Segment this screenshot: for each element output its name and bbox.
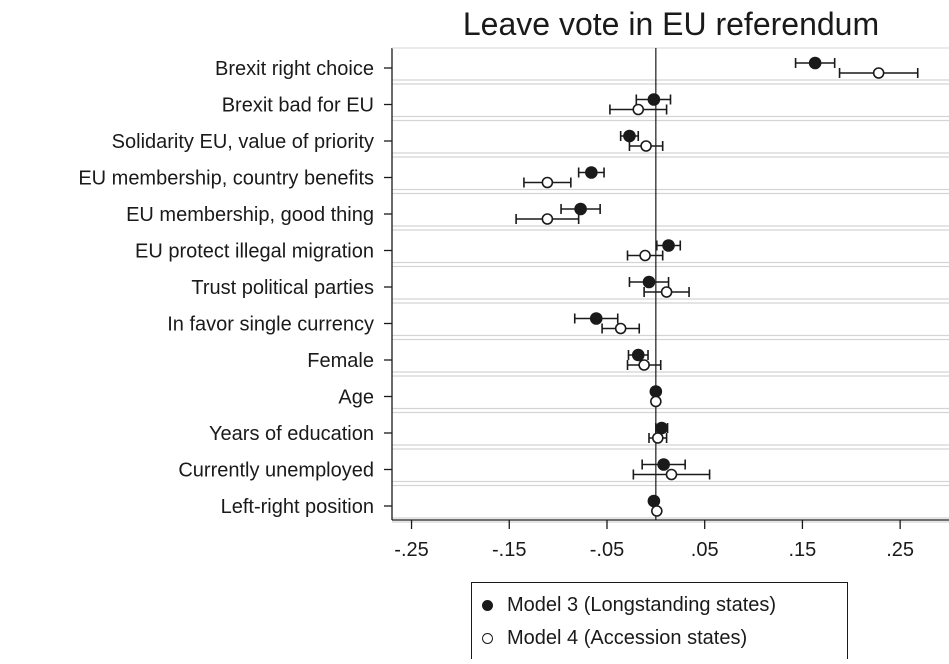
category-label: Left-right position (221, 496, 374, 518)
x-tick-labels: -.25 -.15 -.05 .05 .15 .25 (394, 539, 914, 561)
data-point-model-3 (808, 56, 822, 70)
data-point-model-3 (662, 239, 675, 252)
data-point-model-4 (638, 359, 650, 371)
x-tick-label: -.05 (590, 539, 624, 561)
x-tick-label: -.25 (394, 539, 428, 561)
legend-label-model-3: Model 3 (Longstanding states) (507, 594, 777, 616)
data-point-model-3 (642, 275, 656, 289)
axes-layer (384, 47, 949, 529)
grid-layer (392, 79, 949, 523)
data-point-model-4 (650, 395, 662, 408)
legend-item-model-3: Model 3 (Longstanding states) (482, 594, 776, 617)
data-point-model-4 (665, 468, 678, 481)
data-point-model-3 (655, 421, 669, 435)
category-labels: Brexit right choice Brexit bad for EU Soli… (78, 58, 374, 518)
category-label: Brexit right choice (215, 58, 374, 80)
data-point-model-4 (651, 505, 663, 517)
data-point-model-3 (585, 166, 598, 179)
category-label: Solidarity EU, value of priority (112, 131, 374, 153)
category-label: Trust political parties (191, 277, 374, 299)
category-label: Age (338, 387, 374, 409)
data-point-model-3 (631, 348, 645, 362)
data-point-model-4 (541, 176, 554, 189)
data-point-model-3 (649, 385, 663, 398)
category-label: In favor single currency (167, 314, 374, 336)
data-point-model-3 (647, 93, 661, 106)
data-point-model-3 (623, 129, 636, 143)
legend-item-model-4: Model 4 (Accession states) (482, 627, 747, 650)
x-tick-label: .15 (789, 539, 817, 561)
x-tick-label: -.15 (492, 539, 526, 561)
data-point-model-4 (640, 140, 652, 152)
data-point-model-3 (574, 202, 587, 216)
category-label: EU membership, country benefits (78, 168, 374, 190)
data-point-model-3 (647, 494, 661, 508)
data-point-model-4 (632, 103, 645, 116)
hollow-circle-icon (482, 633, 493, 644)
data-point-model-4 (614, 322, 627, 335)
data-point-model-4 (541, 213, 554, 225)
category-label: Female (307, 350, 374, 372)
x-tick-label: .05 (691, 539, 719, 561)
chart-title: Leave vote in EU referendum (463, 6, 879, 42)
data-point-model-4 (651, 432, 664, 444)
category-label: EU protect illegal migration (135, 241, 374, 263)
filled-circle-icon (482, 600, 493, 611)
data-point-model-3 (589, 312, 603, 325)
confidence-intervals (515, 58, 919, 516)
coefficient-points (541, 56, 885, 517)
data-point-model-4 (639, 249, 651, 262)
x-tick-label: .25 (886, 539, 914, 561)
category-label: Years of education (209, 423, 374, 445)
data-point-model-4 (872, 67, 885, 79)
legend-label-model-4: Model 4 (Accession states) (507, 627, 748, 649)
data-point-model-4 (660, 286, 673, 298)
category-label: Brexit bad for EU (222, 95, 374, 117)
category-label: EU membership, good thing (126, 204, 374, 226)
category-label: Currently unemployed (178, 460, 374, 482)
data-point-model-3 (657, 458, 670, 471)
legend: Model 3 (Longstanding states) Model 4 (A… (471, 582, 848, 659)
